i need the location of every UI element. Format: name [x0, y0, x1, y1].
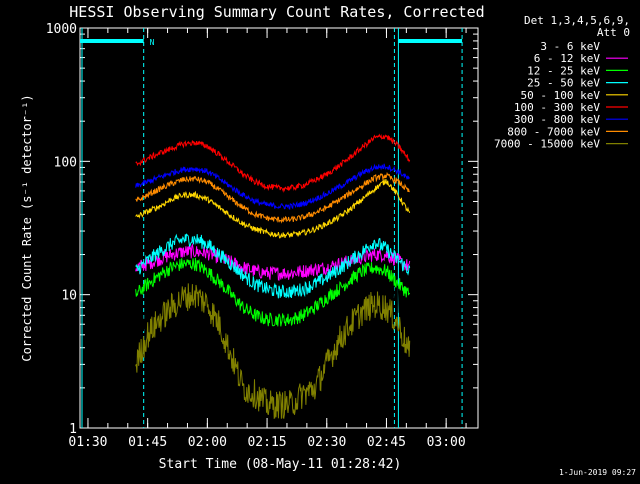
legend-label: 100 - 300 keV	[514, 101, 600, 114]
generation-timestamp: 1-Jun-2019 09:27	[559, 468, 636, 477]
y-tick-label: 100	[54, 155, 77, 170]
series-line	[135, 283, 411, 420]
legend-header-line-1: Det 1,3,4,5,6,9,	[524, 14, 630, 27]
x-axis-label: Start Time (08-May-11 01:28:42)	[159, 457, 402, 472]
legend-label: 7000 - 15000 keV	[494, 138, 600, 151]
x-tick-label: 02:45	[367, 435, 406, 450]
series-line	[135, 163, 410, 210]
flag-bar-label: N	[150, 38, 155, 47]
plot-layer: 1 10 100 1000 01:30 01:45 02:00 02:15 02:30 02:45…	[46, 22, 628, 450]
x-tick-label: 03:00	[427, 435, 466, 450]
series-line	[135, 179, 411, 239]
series-line	[135, 133, 411, 193]
chart-title: HESSI Observing Summary Count Rates, Cor…	[69, 3, 484, 21]
x-tick-label: 01:30	[68, 435, 107, 450]
plot-frame	[79, 27, 479, 429]
x-tick-label: 01:45	[128, 435, 167, 450]
x-tick-label: 02:30	[307, 435, 346, 450]
y-axis-label: Corrected Count Rate (s⁻¹ detector⁻¹)	[20, 94, 34, 361]
y-tick-label: 10	[61, 289, 77, 304]
series-line	[135, 171, 410, 224]
legend-header-line-2: Att 0	[597, 26, 630, 39]
legend-label: 6 - 12 keV	[534, 52, 601, 65]
series-line	[135, 257, 411, 327]
y-tick-label: 1000	[46, 22, 77, 37]
series-line	[135, 233, 411, 299]
legend-label: 50 - 100 keV	[521, 89, 601, 102]
legend-label: 12 - 25 keV	[527, 64, 600, 77]
legend-label: 3 - 6 keV	[540, 40, 600, 53]
series-line	[135, 243, 411, 281]
legend-label: 25 - 50 keV	[527, 77, 600, 90]
legend-label: 300 - 800 keV	[514, 113, 600, 126]
x-tick-label: 02:00	[188, 435, 227, 450]
legend-label: 800 - 7000 keV	[507, 125, 600, 138]
series-line	[135, 267, 411, 379]
y-tick-label: 1	[69, 422, 77, 437]
x-tick-label: 02:15	[247, 435, 286, 450]
